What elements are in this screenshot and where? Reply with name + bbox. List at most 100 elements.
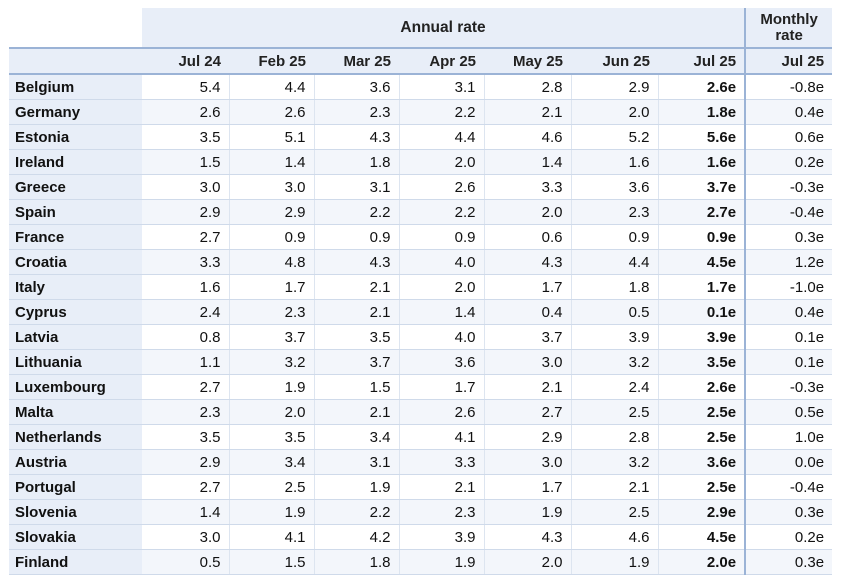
table-cell: 1.8 [571, 274, 659, 300]
table-cell: 2.1 [314, 399, 400, 425]
table-cell: 0.5 [571, 299, 659, 325]
table-cell: 3.2 [229, 349, 315, 375]
column-header: Apr 25 [399, 48, 484, 75]
table-cell: 2.1 [314, 299, 400, 325]
table-cell: 4.0 [399, 249, 485, 275]
table-cell: 2.6 [399, 174, 485, 200]
table-cell: 2.7 [142, 374, 230, 400]
table-row: Latvia 0.8 3.7 3.5 4.0 3.7 3.9 3.9e 0.1e [9, 324, 833, 350]
table-cell: 2.5 [229, 474, 315, 500]
table-cell: 1.4 [399, 299, 485, 325]
table-cell: 3.3 [142, 249, 230, 275]
table-cell: 2.1 [571, 474, 659, 500]
table-cell: 2.8 [484, 74, 572, 100]
table-cell: 0.5e [744, 399, 833, 425]
table-cell: 0.9 [399, 224, 485, 250]
table-cell: 4.6 [571, 524, 659, 550]
table-cell: 3.1 [399, 74, 485, 100]
country-label: France [9, 224, 142, 250]
table-row: Spain 2.9 2.9 2.2 2.2 2.0 2.3 2.7e -0.4e [9, 199, 833, 225]
country-label: Lithuania [9, 349, 142, 375]
table-cell: 0.2e [744, 524, 833, 550]
table-cell: 2.6 [142, 99, 230, 125]
column-header-row: Jul 24 Feb 25 Mar 25 Apr 25 May 25 Jun 25 Jul … [9, 48, 833, 75]
table-cell: 3.6 [399, 349, 485, 375]
table-cell: 3.1 [314, 174, 400, 200]
column-header: Jul 24 [142, 48, 229, 75]
table-cell: 5.6e [658, 124, 746, 150]
table-cell: 3.4 [314, 424, 400, 450]
table-cell: 4.8 [229, 249, 315, 275]
table-cell: 2.2 [399, 99, 485, 125]
table-cell: 2.1 [314, 274, 400, 300]
table-cell: 2.1 [484, 99, 572, 125]
table-row: France 2.7 0.9 0.9 0.9 0.6 0.9 0.9e 0.3e [9, 224, 833, 250]
table-cell: 2.2 [314, 499, 400, 525]
table-cell: 2.7 [484, 399, 572, 425]
table-row: Netherlands 3.5 3.5 3.4 4.1 2.9 2.8 2.5e 1.0e [9, 424, 833, 450]
table-cell: 3.5 [229, 424, 315, 450]
table-cell: 3.7 [484, 324, 572, 350]
table-cell: 2.0 [229, 399, 315, 425]
table-cell: 3.7 [229, 324, 315, 350]
table-cell: 2.0 [484, 549, 572, 575]
table-cell: 1.6 [142, 274, 230, 300]
table-cell: 0.6e [744, 124, 833, 150]
column-header: Mar 25 [314, 48, 399, 75]
country-label: Portugal [9, 474, 142, 500]
table-cell: 2.0 [484, 199, 572, 225]
table-cell: 2.4 [142, 299, 230, 325]
table-cell: 3.7e [658, 174, 746, 200]
inflation-table: Annual rate Monthly rate Jul 24 Feb 25 Mar… [9, 8, 833, 575]
table-cell: 1.9 [229, 499, 315, 525]
table-cell: 2.5e [658, 399, 746, 425]
table-cell: 2.6e [658, 74, 746, 100]
country-label: Luxembourg [9, 374, 142, 400]
table-cell: 3.0 [142, 524, 230, 550]
table-row: Malta 2.3 2.0 2.1 2.6 2.7 2.5 2.5e 0.5e [9, 399, 833, 425]
country-label: Germany [9, 99, 142, 125]
table-cell: 2.3 [314, 99, 400, 125]
table-cell: 3.5e [658, 349, 746, 375]
table-cell: 1.2e [744, 249, 833, 275]
table-cell: 1.4 [229, 149, 315, 175]
table-cell: 4.4 [229, 74, 315, 100]
corner-cell [9, 8, 142, 49]
table-cell: 3.0 [229, 174, 315, 200]
table-cell: 0.5 [142, 549, 230, 575]
table-cell: 3.5 [142, 124, 230, 150]
country-label: Estonia [9, 124, 142, 150]
country-header-blank [9, 48, 142, 75]
country-label: Greece [9, 174, 142, 200]
country-label: Italy [9, 274, 142, 300]
country-label: Croatia [9, 249, 142, 275]
table-cell: 1.6 [571, 149, 659, 175]
table-cell: 2.5e [658, 424, 746, 450]
country-label: Belgium [9, 74, 142, 100]
table-cell: 1.7 [484, 474, 572, 500]
table-cell: 3.5 [314, 324, 400, 350]
table-cell: 4.3 [484, 524, 572, 550]
table-cell: 2.6 [399, 399, 485, 425]
table-cell: 2.4 [571, 374, 659, 400]
table-cell: 4.2 [314, 524, 400, 550]
country-label: Slovakia [9, 524, 142, 550]
annual-rate-header: Annual rate [142, 8, 746, 49]
table-cell: 0.3e [744, 499, 833, 525]
table-cell: 3.9e [658, 324, 746, 350]
table-cell: 3.2 [571, 349, 659, 375]
table-cell: 2.5 [571, 399, 659, 425]
table-cell: 2.5 [571, 499, 659, 525]
table-cell: 1.9 [229, 374, 315, 400]
table-cell: 1.5 [142, 149, 230, 175]
table-cell: 2.2 [314, 199, 400, 225]
table-cell: 0.1e [744, 324, 833, 350]
table-cell: 4.1 [229, 524, 315, 550]
table-cell: 0.9e [658, 224, 746, 250]
table-cell: 4.5e [658, 524, 746, 550]
country-label: Spain [9, 199, 142, 225]
table-cell: 2.0 [399, 149, 485, 175]
table-cell: 2.0e [658, 549, 746, 575]
table-cell: 4.3 [484, 249, 572, 275]
table-body: Belgium 5.4 4.4 3.6 3.1 2.8 2.9 2.6e -0.8e German… [9, 74, 833, 575]
